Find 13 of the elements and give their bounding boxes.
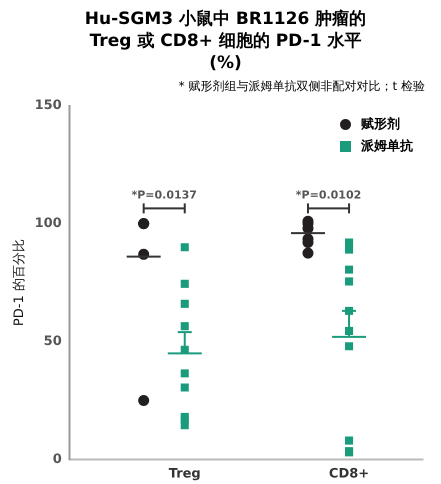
chart-subtitle: * 赋形剂组与派姆单抗双侧非配对对比；t 检验 xyxy=(178,78,426,95)
x-tick-label: Treg xyxy=(168,466,201,482)
y-axis-title: PD-1 的百分比 xyxy=(12,239,28,326)
legend-label: 派姆单抗 xyxy=(361,138,413,155)
annotation: *P=0.0102 xyxy=(296,188,362,202)
annotation: *P=0.0137 xyxy=(131,188,197,202)
y-tick-label: 50 xyxy=(44,334,62,349)
y-tick-label: 0 xyxy=(52,452,62,467)
y-tick-label: 100 xyxy=(34,216,62,232)
x-tick-label: CD8+ xyxy=(328,466,370,482)
y-tick-label: 150 xyxy=(34,98,62,114)
chart-title: Hu-SGM3 小鼠中 BR1126 肿瘤的 Treg 或 CD8+ 细胞的 PD-1 水平 (%) xyxy=(84,8,368,74)
legend-label: 赋形剂 xyxy=(361,116,400,133)
